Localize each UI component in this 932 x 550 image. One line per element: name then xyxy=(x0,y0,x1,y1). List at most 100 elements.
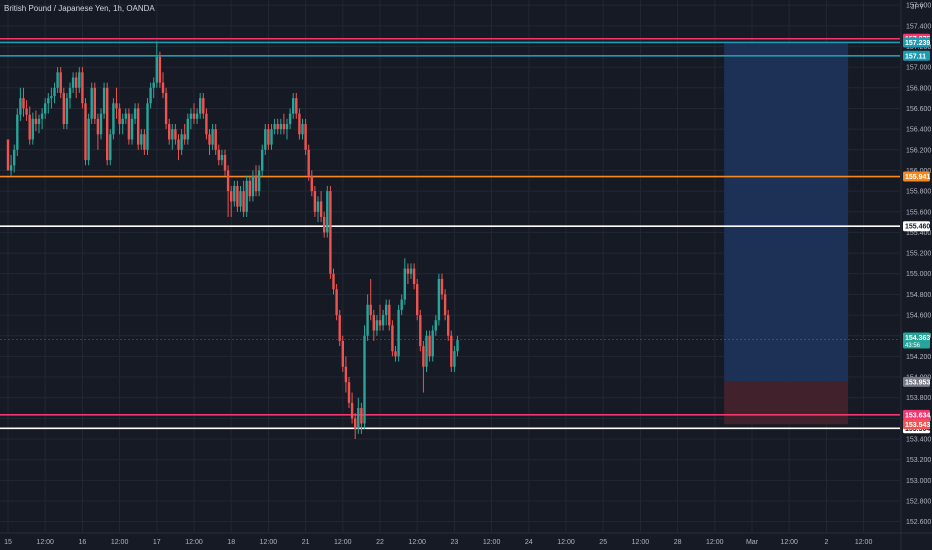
candle-body xyxy=(285,123,289,130)
candle-body xyxy=(158,56,162,83)
candle-body xyxy=(347,382,351,403)
candle-body xyxy=(189,113,193,119)
candle-body xyxy=(431,330,434,357)
candle-body xyxy=(25,108,28,115)
candle-body xyxy=(381,315,385,326)
candle-body xyxy=(34,118,38,124)
price-tick-label: 154.200 xyxy=(906,354,931,361)
candle-body xyxy=(273,123,276,130)
candle-body xyxy=(388,304,391,326)
price-tick-label: 156.000 xyxy=(906,168,931,175)
price-tick-label: 155.400 xyxy=(906,230,931,237)
candle-body xyxy=(84,103,87,161)
candle-body xyxy=(422,346,425,367)
time-tick-label: 12:00 xyxy=(334,539,352,546)
candle-body xyxy=(310,175,313,192)
candle-body xyxy=(56,72,59,88)
candle-body xyxy=(329,191,332,274)
candle-body xyxy=(217,149,220,161)
price-line-badge-bg xyxy=(903,171,930,182)
symbol-title: British Pound / Japanese Yen, 1h, OANDA xyxy=(4,4,155,13)
price-tick-label: 152.800 xyxy=(906,499,931,506)
candle-body xyxy=(220,154,224,161)
candle-body xyxy=(202,98,205,114)
time-tick-label: 12:00 xyxy=(36,539,54,546)
candle-body xyxy=(323,216,326,233)
candle-body xyxy=(124,113,127,119)
time-tick-label: 23 xyxy=(451,539,459,546)
stop-price-badge-bg xyxy=(903,419,930,430)
price-tick-label: 156.600 xyxy=(906,106,931,113)
candle-body xyxy=(22,98,25,109)
stop-zone xyxy=(724,381,849,425)
currency-label: JPY xyxy=(911,4,924,11)
candle-body xyxy=(211,129,214,145)
candle-body xyxy=(301,123,304,135)
time-tick-label: 12:00 xyxy=(632,539,650,546)
price-line-badge: 153.504 xyxy=(905,426,930,433)
candle-body xyxy=(186,118,189,140)
time-tick-label: 24 xyxy=(525,539,533,546)
candle-body xyxy=(81,72,84,104)
price-tick-label: 156.800 xyxy=(906,85,931,92)
candle-body xyxy=(37,118,41,124)
candle-body xyxy=(19,98,22,115)
candle-body xyxy=(102,87,106,114)
candle-body xyxy=(447,315,450,336)
candle-body xyxy=(319,201,323,217)
candle-body xyxy=(121,118,124,124)
candle-body xyxy=(276,123,279,130)
candle-body xyxy=(230,191,233,202)
candle-body xyxy=(335,289,338,316)
candle-body xyxy=(71,77,75,88)
bar-countdown: 43:56 xyxy=(905,343,921,349)
candle-body xyxy=(248,180,251,197)
candle-body xyxy=(112,103,115,135)
candle-body xyxy=(456,339,459,352)
time-tick-label: 18 xyxy=(227,539,235,546)
candle-body xyxy=(205,113,208,135)
candle-body xyxy=(391,325,394,352)
time-tick-label: 12:00 xyxy=(185,539,203,546)
candle-body xyxy=(295,98,298,114)
price-tick-label: 155.200 xyxy=(906,251,931,258)
candle-body xyxy=(428,335,431,357)
candle-body xyxy=(226,170,230,192)
candle-body xyxy=(75,77,78,88)
candle-body xyxy=(338,315,341,341)
candle-body xyxy=(341,340,344,367)
candle-body xyxy=(44,103,47,114)
candle-body xyxy=(369,304,372,316)
price-tick-label: 157.600 xyxy=(906,3,931,10)
candle-body xyxy=(394,351,397,357)
candle-body xyxy=(171,129,174,140)
price-tick-label: 157.000 xyxy=(906,65,931,72)
candle-body xyxy=(406,268,410,274)
candle-body xyxy=(242,191,245,212)
candle-body xyxy=(378,320,382,326)
candle-body xyxy=(437,278,441,321)
candle-body xyxy=(261,149,264,171)
time-tick-label: 12:00 xyxy=(780,539,798,546)
candle-body xyxy=(354,418,357,429)
candle-body xyxy=(130,118,134,140)
candle-body xyxy=(292,98,295,114)
time-tick-label: 12:00 xyxy=(111,539,129,546)
candle-body xyxy=(180,134,183,150)
candle-body xyxy=(453,351,456,367)
candle-body xyxy=(168,123,171,140)
candle-body xyxy=(282,123,286,130)
stop-price-badge: 153.543 xyxy=(905,422,930,429)
candle-body xyxy=(214,129,217,150)
candle-body xyxy=(137,108,140,145)
price-tick-label: 156.400 xyxy=(906,127,931,134)
price-line-badge: 155.460 xyxy=(905,224,930,231)
entry-price-badge-bg xyxy=(903,376,930,387)
time-tick-label: 28 xyxy=(674,539,682,546)
candle-body xyxy=(152,82,155,88)
entry-price-badge: 153.953 xyxy=(905,379,930,386)
candle-body xyxy=(155,56,158,83)
candle-body xyxy=(106,87,109,161)
